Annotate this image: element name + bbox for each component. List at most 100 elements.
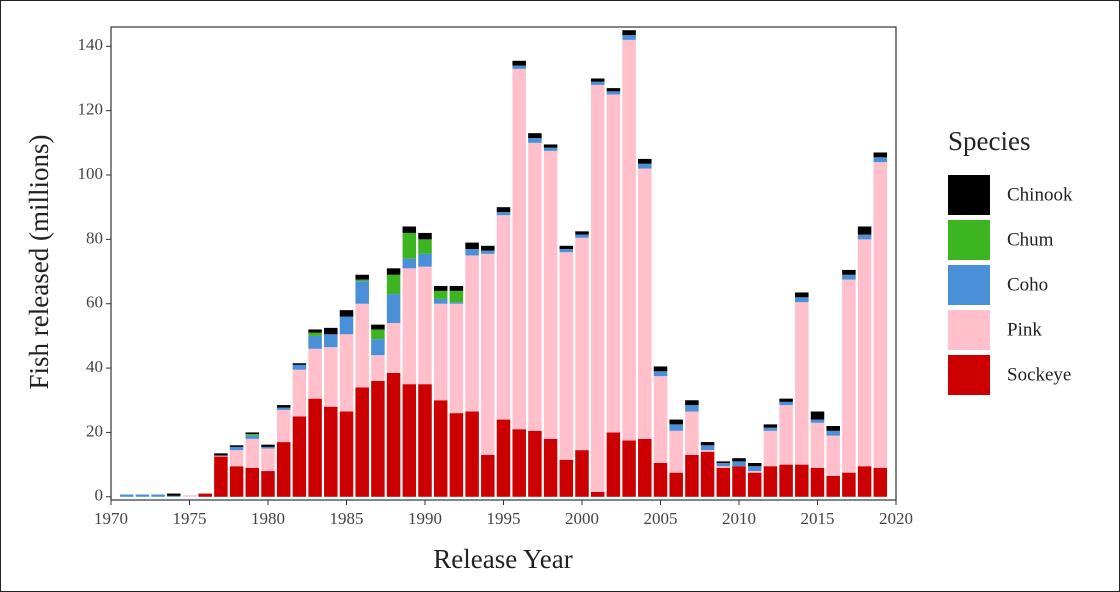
bar-segment	[229, 446, 244, 451]
bar-segment	[418, 239, 432, 254]
bar-segment	[810, 419, 825, 423]
bar-segment	[747, 471, 762, 473]
bar-segment	[622, 35, 636, 40]
bar-segment	[857, 239, 872, 467]
bar-segment	[465, 242, 479, 250]
bar-segment	[826, 430, 840, 436]
bar-segment	[371, 329, 385, 340]
legend-swatch	[948, 220, 990, 260]
x-tick-label: 1970	[94, 509, 128, 528]
bar-segment	[339, 411, 354, 497]
legend-label: Chum	[1007, 229, 1054, 250]
bar-segment	[261, 448, 275, 472]
x-tick-label: 2015	[801, 509, 835, 528]
bar-segment	[496, 207, 511, 213]
bar-segment	[167, 495, 181, 497]
bar-segment	[418, 384, 432, 497]
bar-segment	[763, 427, 778, 431]
bar-segment	[324, 334, 338, 348]
bar-segment	[826, 425, 840, 431]
x-tick-label: 1990	[408, 509, 442, 528]
bar-segment	[339, 334, 354, 412]
bar-segment	[669, 424, 683, 431]
bar-segment	[512, 65, 526, 69]
bar-segment	[481, 245, 495, 251]
bar-segment	[528, 138, 542, 143]
x-tick-label: 1980	[251, 509, 285, 528]
bar-segment	[779, 464, 793, 497]
bar-segment	[355, 303, 369, 388]
bar-segment	[716, 467, 731, 497]
bar-segment	[669, 430, 683, 473]
bar-segment	[214, 453, 228, 456]
bar-segment	[685, 411, 699, 455]
bar-segment	[653, 462, 668, 497]
bar-segment	[622, 440, 636, 497]
bar-segment	[433, 290, 448, 299]
bar-segment	[842, 472, 856, 497]
bar-segment	[857, 234, 872, 240]
bar-segment	[402, 232, 417, 259]
y-tick-label: 60	[86, 293, 103, 312]
bar-segment	[528, 142, 542, 431]
x-axis-title: Release Year	[433, 544, 572, 574]
bar-segment	[842, 274, 856, 280]
bar-segment	[276, 405, 291, 408]
bar-segment	[386, 294, 401, 324]
x-tick-label: 1995	[487, 509, 521, 528]
bar-segment	[245, 435, 260, 439]
bar-segment	[496, 419, 511, 497]
bar-segment	[685, 405, 699, 412]
bar-segment	[261, 444, 275, 447]
bar-segment	[167, 493, 181, 496]
bar-segment	[763, 430, 778, 467]
bar-segment	[512, 60, 526, 66]
bar-segment	[371, 380, 385, 497]
bar-segment	[763, 424, 778, 428]
bar-segment	[700, 451, 715, 497]
bar-segment	[873, 152, 888, 158]
bar-segment	[575, 231, 589, 235]
bar-segment	[433, 298, 448, 304]
bar-segment	[810, 467, 825, 497]
bar-segment	[779, 405, 793, 465]
legend-label: Chinook	[1007, 184, 1073, 205]
bar-segment	[151, 494, 165, 497]
bar-segment	[214, 456, 228, 497]
bar-segment	[795, 297, 809, 303]
bar-segment	[732, 461, 746, 467]
bar-segment	[418, 232, 432, 240]
y-tick-label: 120	[78, 100, 104, 119]
bar-segment	[433, 303, 448, 401]
bar-segment	[590, 491, 605, 497]
y-tick-label: 100	[78, 164, 104, 183]
bar-segment	[433, 400, 448, 497]
bar-segment	[402, 384, 417, 497]
bar-segment	[402, 226, 417, 233]
bar-segment	[700, 445, 715, 451]
bar-segment	[481, 250, 495, 254]
y-tick-label: 20	[86, 421, 103, 440]
bar-segment	[465, 249, 479, 256]
bar-segment	[371, 355, 385, 381]
bar-segment	[449, 286, 464, 291]
bar-segment	[465, 255, 479, 412]
bar-segment	[449, 303, 464, 414]
bar-segment	[779, 398, 793, 402]
bar-segment	[386, 372, 401, 497]
bar-segment	[590, 81, 605, 85]
bar-segment	[245, 434, 260, 436]
bar-segment	[810, 422, 825, 468]
bar-segment	[653, 376, 668, 463]
bar-segment	[559, 249, 574, 253]
bar-segment	[716, 466, 731, 468]
bar-segment	[449, 302, 464, 304]
bar-segment	[308, 335, 322, 349]
bar-segment	[261, 446, 275, 449]
bar-segment	[606, 94, 621, 433]
bar-segment	[339, 310, 354, 317]
bar-segment	[873, 162, 888, 468]
bar-segment	[873, 157, 888, 163]
bar-segment	[826, 435, 840, 476]
bar-segment	[716, 461, 731, 463]
